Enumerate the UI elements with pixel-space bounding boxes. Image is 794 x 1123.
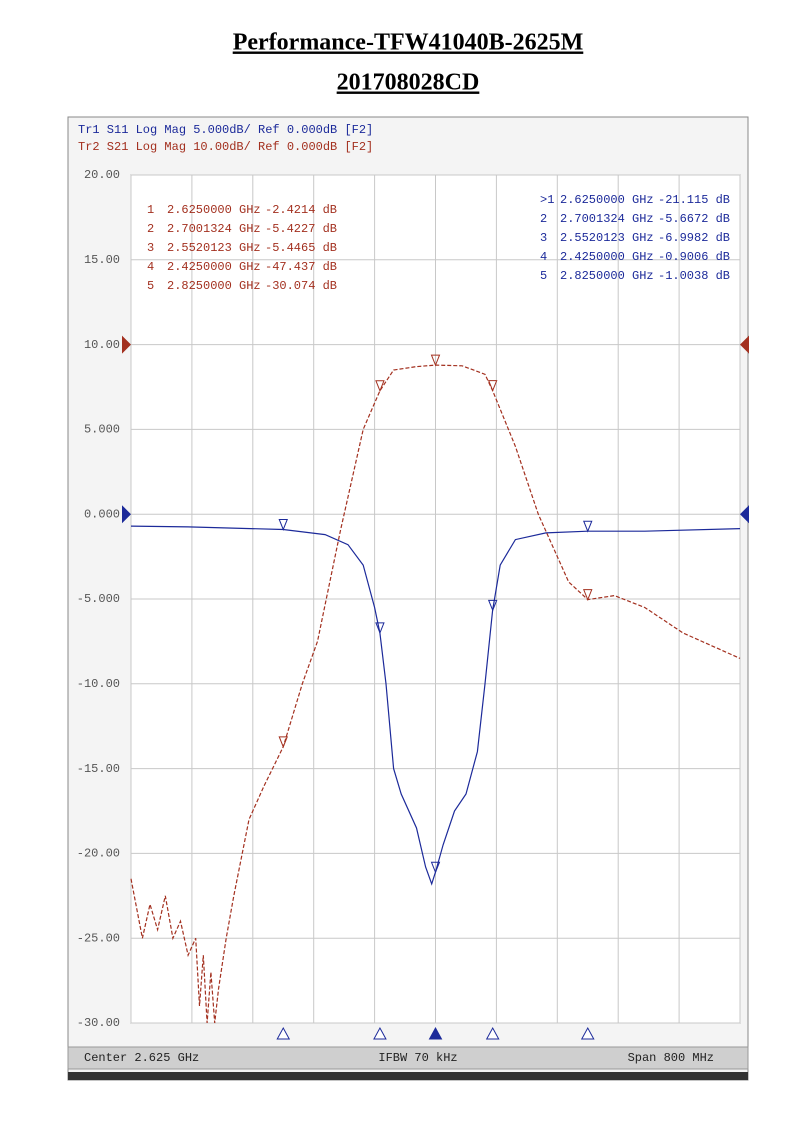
marker-freq: 2.5520123 GHz — [560, 231, 654, 245]
marker-freq: 2.4250000 GHz — [167, 260, 261, 274]
marker-id: 4 — [147, 260, 154, 274]
y-tick-label: 0.000 — [84, 507, 120, 521]
marker-freq: 2.6250000 GHz — [167, 203, 261, 217]
marker — [487, 599, 498, 612]
axis-marker — [428, 1026, 443, 1040]
marker-value: -30.074 dB — [265, 279, 337, 293]
marker — [278, 736, 288, 749]
axis-marker — [485, 1026, 500, 1040]
y-tick-label: 20.00 — [84, 168, 120, 182]
y-tick-label: -10.00 — [77, 677, 120, 691]
marker — [278, 518, 288, 531]
ref-arrow-right — [740, 335, 749, 354]
ref-arrow-right — [740, 505, 749, 524]
y-tick-label: -25.00 — [77, 931, 120, 945]
marker-id: 4 — [540, 250, 547, 264]
marker-id: 3 — [540, 231, 547, 245]
marker-freq: 2.8250000 GHz — [560, 269, 654, 283]
marker-freq: 2.4250000 GHz — [560, 250, 654, 264]
y-tick-label: -30.00 — [77, 1016, 120, 1030]
marker-freq: 2.5520123 GHz — [167, 241, 261, 255]
task-bar — [68, 1072, 748, 1080]
marker — [583, 589, 593, 601]
marker — [430, 354, 441, 367]
legend-entry: Tr2 S21 Log Mag 10.00dB/ Ref 0.000dB [F2… — [78, 140, 373, 154]
axis-marker — [580, 1026, 595, 1040]
marker-freq: 2.7001324 GHz — [167, 222, 261, 236]
status-bar — [67, 1046, 749, 1070]
marker-id: 2 — [147, 222, 154, 236]
legend-entry: Tr1 S11 Log Mag 5.000dB/ Ref 0.000dB [F2… — [78, 123, 373, 137]
marker-id: 1 — [147, 203, 154, 217]
footer-span: Span 800 MHz — [628, 1051, 714, 1065]
marker-id: >1 — [540, 193, 554, 207]
marker-value: -5.4227 dB — [265, 222, 337, 236]
y-tick-label: -15.00 — [77, 762, 120, 776]
marker-value: -21.115 dB — [658, 193, 730, 207]
marker-id: 3 — [147, 241, 154, 255]
marker-freq: 2.7001324 GHz — [560, 212, 654, 226]
marker-value: -6.9982 dB — [658, 231, 730, 245]
marker — [375, 622, 385, 635]
axis-marker — [276, 1026, 291, 1040]
marker — [583, 520, 593, 533]
trace — [130, 525, 741, 886]
chart-subtitle: 201708028CD — [337, 70, 480, 96]
y-tick-label: 5.000 — [84, 423, 120, 437]
marker-id: 5 — [540, 269, 547, 283]
marker — [430, 861, 441, 874]
axis-marker — [373, 1026, 387, 1040]
footer-ifbw: IFBW 70 kHz — [378, 1051, 457, 1065]
marker-value: -1.0038 dB — [658, 269, 730, 283]
y-tick-label: 15.00 — [84, 253, 120, 267]
chart-title: Performance-TFW41040B-2625M — [233, 30, 584, 56]
marker-value: -5.4465 dB — [265, 241, 337, 255]
footer-center: Center 2.625 GHz — [84, 1051, 199, 1065]
ref-arrow-left — [122, 505, 131, 524]
marker-freq: 2.6250000 GHz — [560, 193, 654, 207]
marker-id: 2 — [540, 212, 547, 226]
marker-value: -2.4214 dB — [265, 203, 337, 217]
marker-freq: 2.8250000 GHz — [167, 279, 261, 293]
marker-value: -0.9006 dB — [658, 250, 730, 264]
marker-id: 5 — [147, 279, 154, 293]
y-tick-label: -5.000 — [77, 592, 120, 606]
marker — [375, 380, 385, 393]
marker — [487, 380, 498, 392]
marker-value: -47.437 dB — [265, 260, 337, 274]
ref-arrow-left — [122, 335, 131, 354]
marker-value: -5.6672 dB — [658, 212, 730, 226]
y-tick-label: -20.00 — [77, 847, 120, 861]
y-tick-label: 10.00 — [84, 338, 120, 352]
